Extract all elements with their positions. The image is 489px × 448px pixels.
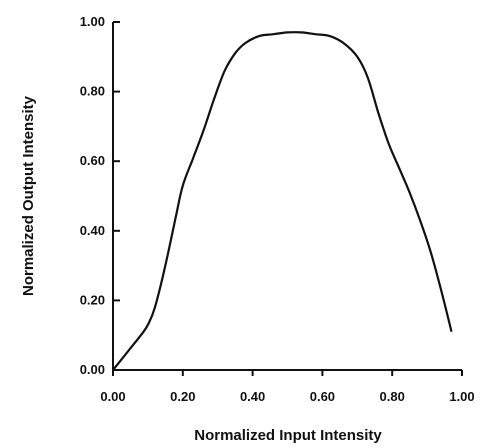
series-line [112,31,453,371]
x-tick-label: 0.80 [380,389,405,404]
y-tick-label: 0.40 [80,223,105,238]
x-tick-label: 0.00 [100,389,125,404]
axes [112,22,462,371]
y-axis-label: Normalized Output Intensity [20,95,37,296]
x-tick-label: 0.60 [310,389,335,404]
x-axis-label: Normalized Input Intensity [194,427,382,444]
x-tick-label: 1.00 [449,389,474,404]
x-ticks: 0.00 0.20 0.40 0.60 0.80 1.00 [100,370,475,404]
series-group [112,31,453,371]
y-tick-label: 0.20 [80,292,105,307]
x-tick-label: 0.40 [240,389,265,404]
y-ticks: 0.00 0.20 0.40 0.60 0.80 1.00 [80,14,120,377]
y-tick-label: 1.00 [80,14,105,29]
y-tick-label: 0.60 [80,153,105,168]
y-tick-label: 0.80 [80,84,105,99]
x-tick-label: 0.20 [170,389,195,404]
y-tick-label: 0.00 [80,362,105,377]
